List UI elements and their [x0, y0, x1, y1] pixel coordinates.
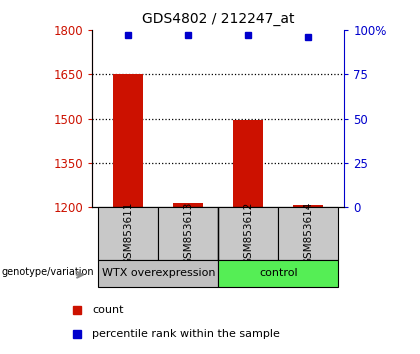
- Bar: [234, 120, 263, 207]
- Title: GDS4802 / 212247_at: GDS4802 / 212247_at: [142, 12, 295, 26]
- Bar: [158, 207, 218, 260]
- Text: GSM853613: GSM853613: [184, 202, 193, 266]
- Text: GSM853614: GSM853614: [303, 202, 313, 266]
- Text: count: count: [92, 305, 123, 315]
- Text: percentile rank within the sample: percentile rank within the sample: [92, 329, 280, 339]
- Bar: [218, 207, 278, 260]
- Bar: [278, 207, 339, 260]
- Bar: [294, 205, 323, 207]
- Text: GSM853611: GSM853611: [123, 202, 134, 266]
- Bar: [173, 202, 203, 207]
- Text: WTX overexpression: WTX overexpression: [102, 268, 215, 279]
- Bar: [113, 74, 143, 207]
- Text: control: control: [259, 268, 298, 279]
- Bar: [98, 207, 158, 260]
- Text: GSM853612: GSM853612: [244, 202, 253, 266]
- Text: genotype/variation: genotype/variation: [2, 267, 95, 277]
- Bar: [98, 260, 218, 287]
- Bar: [218, 260, 339, 287]
